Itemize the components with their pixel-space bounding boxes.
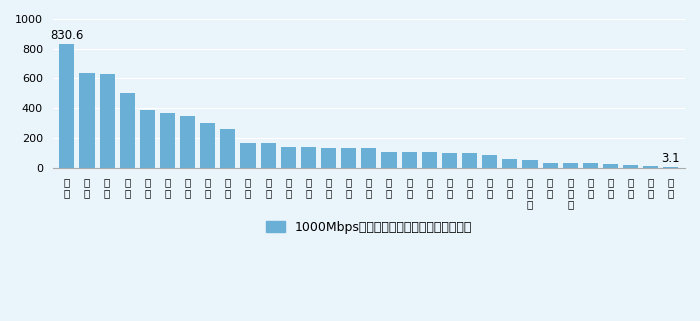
Bar: [361, 148, 377, 168]
Bar: [140, 110, 155, 168]
Bar: [421, 152, 437, 168]
Text: 3.1: 3.1: [662, 152, 680, 165]
Bar: [60, 44, 74, 168]
Bar: [664, 167, 678, 168]
Bar: [542, 163, 558, 168]
Bar: [442, 152, 457, 168]
Bar: [160, 113, 175, 168]
Legend: 1000Mbps及以上接入速率宽带用户（万户）: 1000Mbps及以上接入速率宽带用户（万户）: [261, 216, 477, 239]
Bar: [482, 155, 497, 168]
Bar: [321, 148, 336, 168]
Bar: [120, 93, 135, 168]
Bar: [301, 147, 316, 168]
Bar: [260, 143, 276, 168]
Bar: [341, 148, 356, 168]
Bar: [583, 163, 598, 168]
Bar: [79, 73, 95, 168]
Bar: [522, 160, 538, 168]
Bar: [402, 152, 416, 168]
Bar: [503, 160, 517, 168]
Bar: [623, 165, 638, 168]
Bar: [382, 152, 396, 168]
Bar: [563, 163, 578, 168]
Bar: [99, 74, 115, 168]
Bar: [281, 147, 296, 168]
Bar: [643, 166, 658, 168]
Bar: [603, 164, 618, 168]
Bar: [241, 143, 256, 168]
Bar: [180, 116, 195, 168]
Bar: [220, 129, 235, 168]
Text: 830.6: 830.6: [50, 29, 83, 42]
Bar: [462, 153, 477, 168]
Bar: [200, 123, 216, 168]
